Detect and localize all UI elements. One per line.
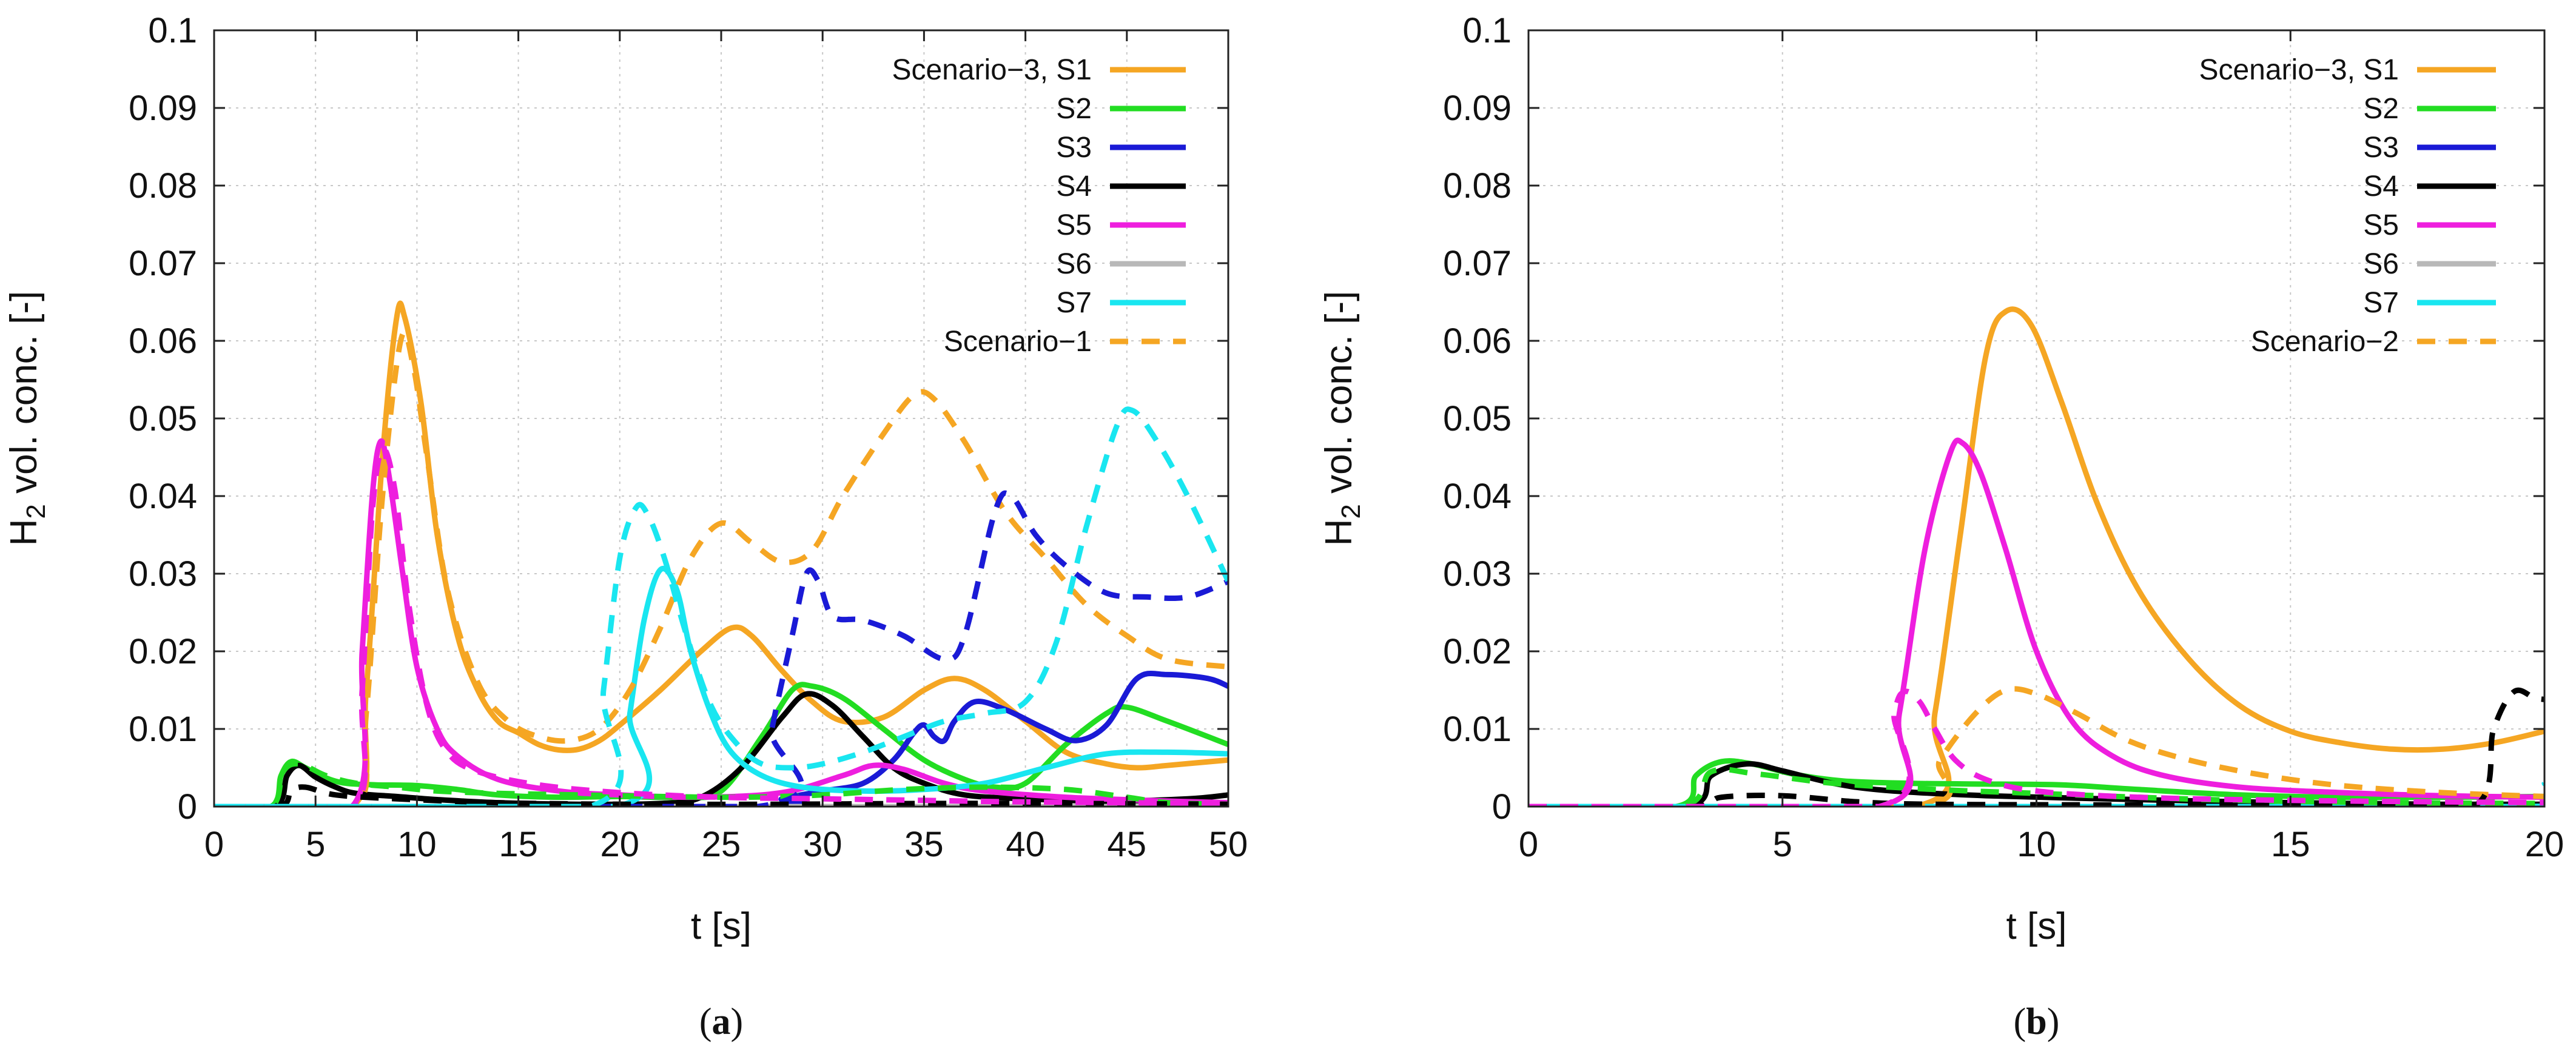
legend-label: S2 — [2363, 93, 2399, 125]
x-tick-label: 15 — [499, 825, 538, 864]
series-line-s7-dashed — [214, 406, 1228, 807]
legend-label: S3 — [2363, 132, 2399, 164]
panel-a-chart: 0 5 10 15 20 25 30 35 40 45 50 0 0.01 0.02 0.03 0.04 0.0… — [3, 11, 1248, 1042]
y-tick-label: 0.1 — [1462, 11, 1512, 50]
y-tick-label: 0.06 — [1443, 321, 1512, 361]
x-tick-label: 30 — [803, 825, 842, 864]
x-tick-label: 25 — [702, 825, 741, 864]
panel-b-chart: 0 5 10 15 20 0 0.01 0.02 0.03 0.04 0.05 0.06 0.07 0.0… — [1318, 11, 2564, 1042]
x-tick-label: 10 — [397, 825, 437, 864]
x-tick-label: 0 — [1519, 825, 1538, 864]
legend-label: S6 — [2363, 248, 2399, 280]
legend-label: S6 — [1056, 248, 1092, 280]
y-tick-label: 0.09 — [1443, 89, 1512, 128]
x-tick-label: 45 — [1108, 825, 1147, 864]
y-axis-label: H2 vol. conc. [-] — [1318, 291, 1366, 546]
legend-label: S4 — [2363, 170, 2399, 203]
y-axis-label: H2 vol. conc. [-] — [3, 291, 51, 546]
series-line-s3-dashed — [214, 490, 1228, 807]
series-line-scenario-1 — [214, 329, 1228, 807]
x-tick-label: 5 — [1773, 825, 1792, 864]
series-group — [1528, 306, 2544, 807]
x-tick-label: 20 — [600, 825, 640, 864]
x-axis-label: t [s] — [691, 905, 752, 947]
y-tick-label: 0.05 — [1443, 399, 1512, 438]
x-tick-label: 40 — [1006, 825, 1045, 864]
x-tick-label: 20 — [2525, 825, 2564, 864]
series-line-scenario-3-s1 — [214, 300, 1228, 807]
y-tick-label: 0.05 — [129, 399, 197, 438]
y-tick-label: 0.07 — [129, 244, 197, 283]
y-tick-label: 0.08 — [1443, 166, 1512, 206]
x-tick-label: 10 — [2017, 825, 2056, 864]
legend-label: S5 — [1056, 209, 1092, 241]
legend-label: S5 — [2363, 209, 2399, 241]
y-tick-label: 0.09 — [129, 89, 197, 128]
legend-label: S3 — [1056, 132, 1092, 164]
legend-label: Scenario−3, S1 — [2199, 54, 2399, 86]
y-tick-label: 0.07 — [1443, 244, 1512, 283]
x-tick-label: 15 — [2271, 825, 2310, 864]
series-group — [214, 300, 1228, 807]
panel-label: (a) — [699, 1001, 743, 1042]
series-line-s4-dashed — [1528, 687, 2544, 807]
series-line-scenario-3-s1 — [1528, 306, 2544, 807]
legend-label: S2 — [1056, 93, 1092, 125]
x-tick-label: 35 — [904, 825, 944, 864]
y-tick-label: 0.04 — [1443, 477, 1512, 516]
x-tick-label: 0 — [204, 825, 224, 864]
x-tick-label: 50 — [1209, 825, 1248, 864]
y-tick-label: 0.01 — [129, 710, 197, 749]
y-tick-label: 0.01 — [1443, 710, 1512, 749]
y-tick-label: 0.04 — [129, 477, 197, 516]
series-line-s2 — [1528, 758, 2544, 807]
y-tick-label: 0.03 — [129, 554, 197, 594]
panel-label: (b) — [2014, 1001, 2060, 1042]
legend-label: Scenario−3, S1 — [892, 54, 1092, 86]
y-tick-label: 0.02 — [129, 632, 197, 671]
legend-label: S7 — [1056, 287, 1092, 319]
y-tick-label: 0.03 — [1443, 554, 1512, 594]
x-tick-label: 5 — [306, 825, 325, 864]
y-tick-label: 0.1 — [148, 11, 197, 50]
legend-label: S7 — [2363, 287, 2399, 319]
legend-label: S4 — [1056, 170, 1092, 203]
legend-label: Scenario−1 — [944, 326, 1092, 358]
legend-label: Scenario−2 — [2251, 326, 2399, 358]
y-tick-label: 0.02 — [1443, 632, 1512, 671]
x-axis-label: t [s] — [2006, 905, 2067, 947]
y-tick-label: 0 — [1492, 787, 1512, 827]
y-tick-label: 0.08 — [129, 166, 197, 206]
y-tick-label: 0.06 — [129, 321, 197, 361]
y-tick-label: 0 — [178, 787, 197, 827]
series-line-s7 — [214, 566, 1228, 807]
series-line-s5-dashed — [214, 446, 1228, 807]
